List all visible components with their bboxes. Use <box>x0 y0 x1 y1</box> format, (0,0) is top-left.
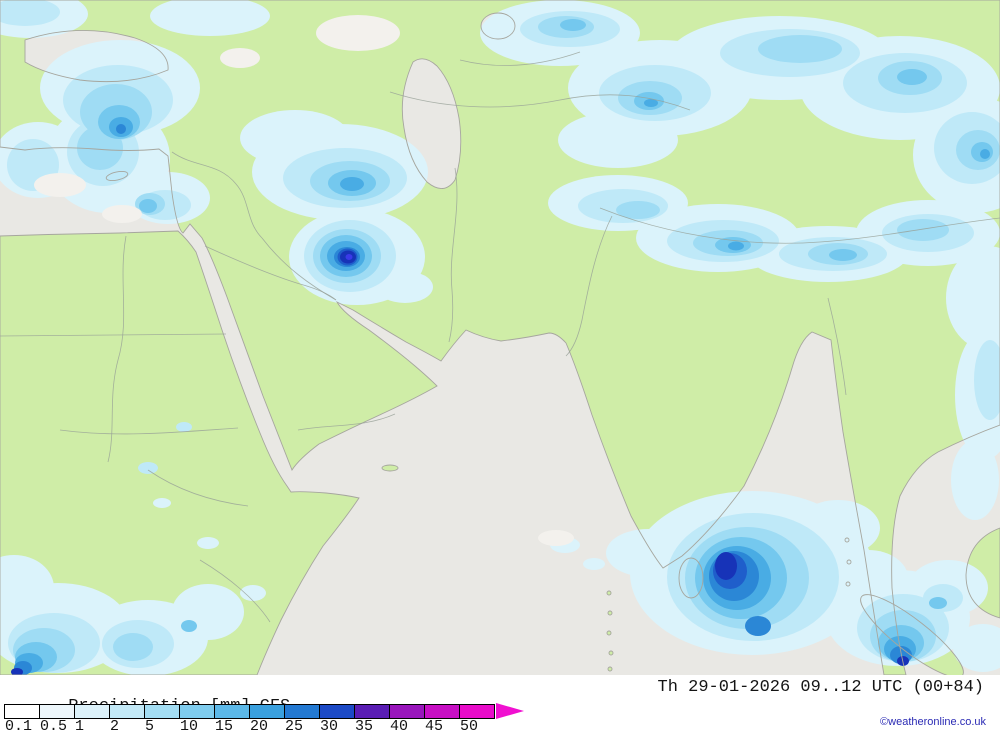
legend-label: 30 <box>320 718 339 733</box>
legend-cell <box>110 704 145 718</box>
precipitation-map <box>0 0 1000 675</box>
legend-label: 25 <box>285 718 304 733</box>
legend-cells <box>4 703 495 719</box>
precipitation-layer <box>0 0 1000 675</box>
precipitation-map-svg <box>0 0 1000 675</box>
country-borders <box>0 51 1000 623</box>
legend-cell <box>145 704 180 718</box>
legend <box>4 703 524 719</box>
legend-label: 10 <box>180 718 199 733</box>
legend-label: 50 <box>460 718 479 733</box>
copyright: ©weatheronline.co.uk <box>880 716 986 728</box>
legend-cell <box>285 704 320 718</box>
legend-label: 15 <box>215 718 234 733</box>
legend-cell <box>390 704 425 718</box>
legend-cell <box>215 704 250 718</box>
legend-label: 0.5 <box>40 718 68 733</box>
map-datetime: Th 29-01-2026 09..12 UTC (00+84) <box>657 678 984 697</box>
legend-cell <box>460 704 494 718</box>
legend-label: 40 <box>390 718 409 733</box>
legend-label: 0.1 <box>5 718 33 733</box>
legend-cell <box>40 704 75 718</box>
legend-cell <box>250 704 285 718</box>
legend-labels: 0.1 0.5 1 2 5 10 15 20 25 30 35 40 45 50 <box>5 718 495 733</box>
legend-cell <box>75 704 110 718</box>
legend-cell <box>355 704 390 718</box>
legend-label: 35 <box>355 718 374 733</box>
legend-label: 45 <box>425 718 444 733</box>
legend-cell <box>180 704 215 718</box>
legend-arrow-icon <box>496 703 524 719</box>
legend-cell <box>425 704 460 718</box>
legend-label: 20 <box>250 718 269 733</box>
legend-cell <box>5 704 40 718</box>
legend-label: 1 <box>75 718 85 733</box>
legend-label: 2 <box>110 718 120 733</box>
footer: Precipitation[mm]CFS Th 29-01-2026 09..1… <box>0 675 1000 733</box>
legend-cell <box>320 704 355 718</box>
legend-label: 5 <box>145 718 155 733</box>
